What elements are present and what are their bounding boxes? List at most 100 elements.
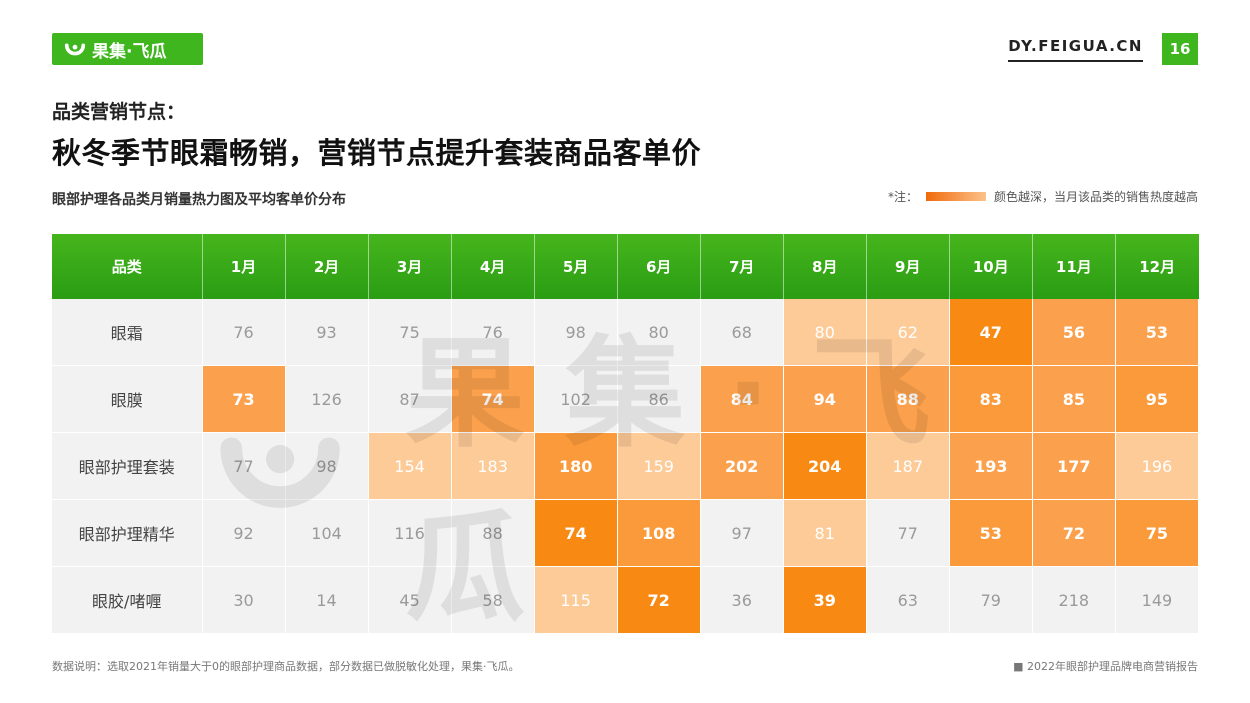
heat-cell: 73 (202, 365, 286, 433)
melon-logo-icon (64, 43, 86, 56)
col-header-month: 12月 (1115, 234, 1199, 299)
heat-cell: 58 (451, 566, 535, 634)
heat-cell: 93 (285, 299, 369, 366)
heat-cell: 79 (949, 566, 1033, 634)
col-header-month: 1月 (202, 234, 286, 299)
heat-cell: 39 (783, 566, 867, 634)
heat-cell: 75 (368, 299, 452, 366)
heat-cell: 98 (285, 432, 369, 500)
heat-cell: 76 (451, 299, 535, 366)
table-row: 眼霜 76 93 75 76 98 80 68 80 62 47 56 53 (52, 299, 1200, 366)
heat-cell: 183 (451, 432, 535, 500)
heat-cell: 97 (700, 499, 784, 567)
heat-cell: 56 (1032, 299, 1116, 366)
heat-cell: 159 (617, 432, 701, 500)
table-row: 眼胶/啫喱 30 14 45 58 115 72 36 39 63 79 218 149 (52, 566, 1200, 634)
brand-logo: 果集·飞瓜 (52, 33, 203, 65)
heat-cell: 76 (202, 299, 286, 366)
page-number: 16 (1162, 33, 1198, 65)
col-header-month: 9月 (866, 234, 950, 299)
logo-text: 果集·飞瓜 (92, 41, 167, 62)
heat-cell: 72 (617, 566, 701, 634)
header-row: 品类 1月 2月 3月 4月 5月 6月 7月 8月 9月 10月 11月 12月 (52, 234, 1199, 299)
heat-cell: 95 (1115, 365, 1200, 433)
heat-cell: 149 (1115, 566, 1200, 634)
col-header-month: 4月 (451, 234, 535, 299)
col-header-month: 3月 (368, 234, 452, 299)
chart-label: 眼部护理各品类月销量热力图及平均客单价分布 (52, 192, 346, 208)
heatmap-body: 眼霜 76 93 75 76 98 80 68 80 62 47 56 53 眼膜 73 126 87 74 102… (52, 299, 1200, 634)
heat-cell: 218 (1032, 566, 1116, 634)
row-category-label: 眼部护理套装 (52, 432, 203, 500)
heat-cell: 104 (285, 499, 369, 567)
heat-cell: 115 (534, 566, 618, 634)
col-header-month: 7月 (700, 234, 784, 299)
col-header-month: 2月 (285, 234, 369, 299)
heat-cell: 102 (534, 365, 618, 433)
heat-cell: 68 (700, 299, 784, 366)
footer-report-name: ■ 2022年眼部护理品牌电商营销报告 (1013, 660, 1198, 673)
row-category-label: 眼部护理精华 (52, 499, 203, 567)
page-title: 秋冬季节眼霜畅销，营销节点提升套装商品客单价 (52, 136, 702, 170)
heat-cell: 187 (866, 432, 950, 500)
heatmap-table: 品类 1月 2月 3月 4月 5月 6月 7月 8月 9月 10月 11月 12月 眼霜 76 93 75 7… (52, 234, 1200, 634)
row-category-label: 眼霜 (52, 299, 203, 366)
heat-cell: 92 (202, 499, 286, 567)
section-subtitle: 品类营销节点： (52, 101, 186, 123)
table-row: 眼部护理精华 92 104 116 88 74 108 97 81 77 53 72 75 (52, 499, 1200, 567)
table-row: 眼膜 73 126 87 74 102 86 84 94 88 83 85 95 (52, 365, 1200, 433)
heat-cell: 86 (617, 365, 701, 433)
legend-note: *注： 颜色越深，当月该品类的销售热度越高 (888, 188, 1198, 205)
heat-cell: 126 (285, 365, 369, 433)
heat-cell: 108 (617, 499, 701, 567)
legend-prefix: *注： (887, 190, 918, 204)
heat-cell: 45 (368, 566, 452, 634)
heat-cell: 63 (866, 566, 950, 634)
footer-data-note: 数据说明：选取2021年销量大于0的眼部护理商品数据，部分数据已做脱敏化处理，果… (52, 660, 520, 673)
heat-cell: 193 (949, 432, 1033, 500)
heat-cell: 177 (1032, 432, 1116, 500)
heat-cell: 196 (1115, 432, 1200, 500)
table-row: 眼部护理套装 77 98 154 183 180 159 202 204 187 193 177 196 (52, 432, 1200, 500)
col-header-month: 5月 (534, 234, 618, 299)
heat-cell: 80 (783, 299, 867, 366)
heat-cell: 62 (866, 299, 950, 366)
col-header-month: 10月 (949, 234, 1033, 299)
heat-cell: 87 (368, 365, 452, 433)
heat-cell: 77 (866, 499, 950, 567)
heat-cell: 77 (202, 432, 286, 500)
row-category-label: 眼膜 (52, 365, 203, 433)
heat-cell: 74 (534, 499, 618, 567)
heat-cell: 81 (783, 499, 867, 567)
heat-cell: 53 (1115, 299, 1200, 366)
heat-cell: 14 (285, 566, 369, 634)
site-url[interactable]: DY.FEIGUA.CN (1008, 37, 1143, 62)
col-header-month: 6月 (617, 234, 701, 299)
heat-cell: 204 (783, 432, 867, 500)
row-category-label: 眼胶/啫喱 (52, 566, 203, 634)
heat-cell: 154 (368, 432, 452, 500)
heat-cell: 85 (1032, 365, 1116, 433)
heat-cell: 47 (949, 299, 1033, 366)
heat-cell: 98 (534, 299, 618, 366)
heat-cell: 72 (1032, 499, 1116, 567)
heat-cell: 30 (202, 566, 286, 634)
heat-cell: 80 (617, 299, 701, 366)
heat-cell: 83 (949, 365, 1033, 433)
col-header-category: 品类 (52, 234, 203, 299)
heat-cell: 180 (534, 432, 618, 500)
heat-cell: 84 (700, 365, 784, 433)
heat-cell: 36 (700, 566, 784, 634)
heat-cell: 53 (949, 499, 1033, 567)
heat-cell: 116 (368, 499, 452, 567)
heat-cell: 94 (783, 365, 867, 433)
heat-cell: 88 (866, 365, 950, 433)
legend-gradient-bar (925, 192, 986, 201)
heat-cell: 88 (451, 499, 535, 567)
col-header-month: 8月 (783, 234, 867, 299)
legend-text: 颜色越深，当月该品类的销售热度越高 (993, 190, 1198, 204)
heat-cell: 74 (451, 365, 535, 433)
heat-cell: 75 (1115, 499, 1200, 567)
heat-cell: 202 (700, 432, 784, 500)
col-header-month: 11月 (1032, 234, 1116, 299)
